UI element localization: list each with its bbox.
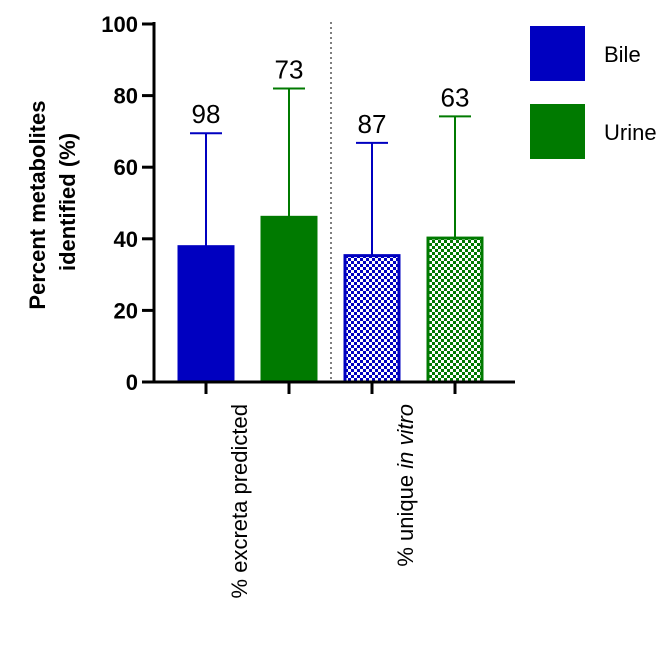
legend: Bile Urine [530, 26, 657, 159]
legend-swatch-urine [530, 104, 585, 159]
category-labels: % excreta predicted % unique in vitro [227, 404, 418, 598]
category-label-text: % unique [393, 469, 418, 567]
legend-swatch-bile [530, 26, 585, 81]
axes [152, 22, 515, 394]
y-tick-label: 80 [114, 84, 138, 109]
bars: 98 73 87 63 [177, 54, 484, 384]
category-label: % unique in vitro [393, 404, 418, 567]
bar-urine [426, 236, 484, 384]
y-tick-label: 20 [114, 298, 138, 323]
y-tick-label: 100 [101, 12, 138, 37]
category-label-italic: in vitro [393, 404, 418, 469]
category-label-text: % excreta predicted [227, 404, 252, 598]
y-axis-ticks: 0 20 40 60 80 100 [101, 12, 154, 395]
bar-urine [260, 215, 318, 384]
y-axis-title-line-2: identified (%) [55, 133, 80, 271]
y-axis-title: Percent metabolites identified (%) [25, 94, 80, 309]
bar-bile [343, 254, 401, 384]
y-tick-label: 60 [114, 155, 138, 180]
bar-data-label: 63 [441, 82, 470, 112]
bar-data-label: 87 [358, 109, 387, 139]
bar-bile [177, 245, 235, 384]
legend-label: Bile [604, 42, 641, 67]
legend-label: Urine [604, 120, 657, 145]
category-label: % excreta predicted [227, 404, 252, 598]
y-tick-label: 0 [126, 370, 138, 395]
y-axis-title-line-1: Percent metabolites [25, 101, 50, 310]
y-tick-label: 40 [114, 227, 138, 252]
bar-data-label: 73 [275, 54, 304, 84]
bar-data-label: 98 [192, 99, 221, 129]
